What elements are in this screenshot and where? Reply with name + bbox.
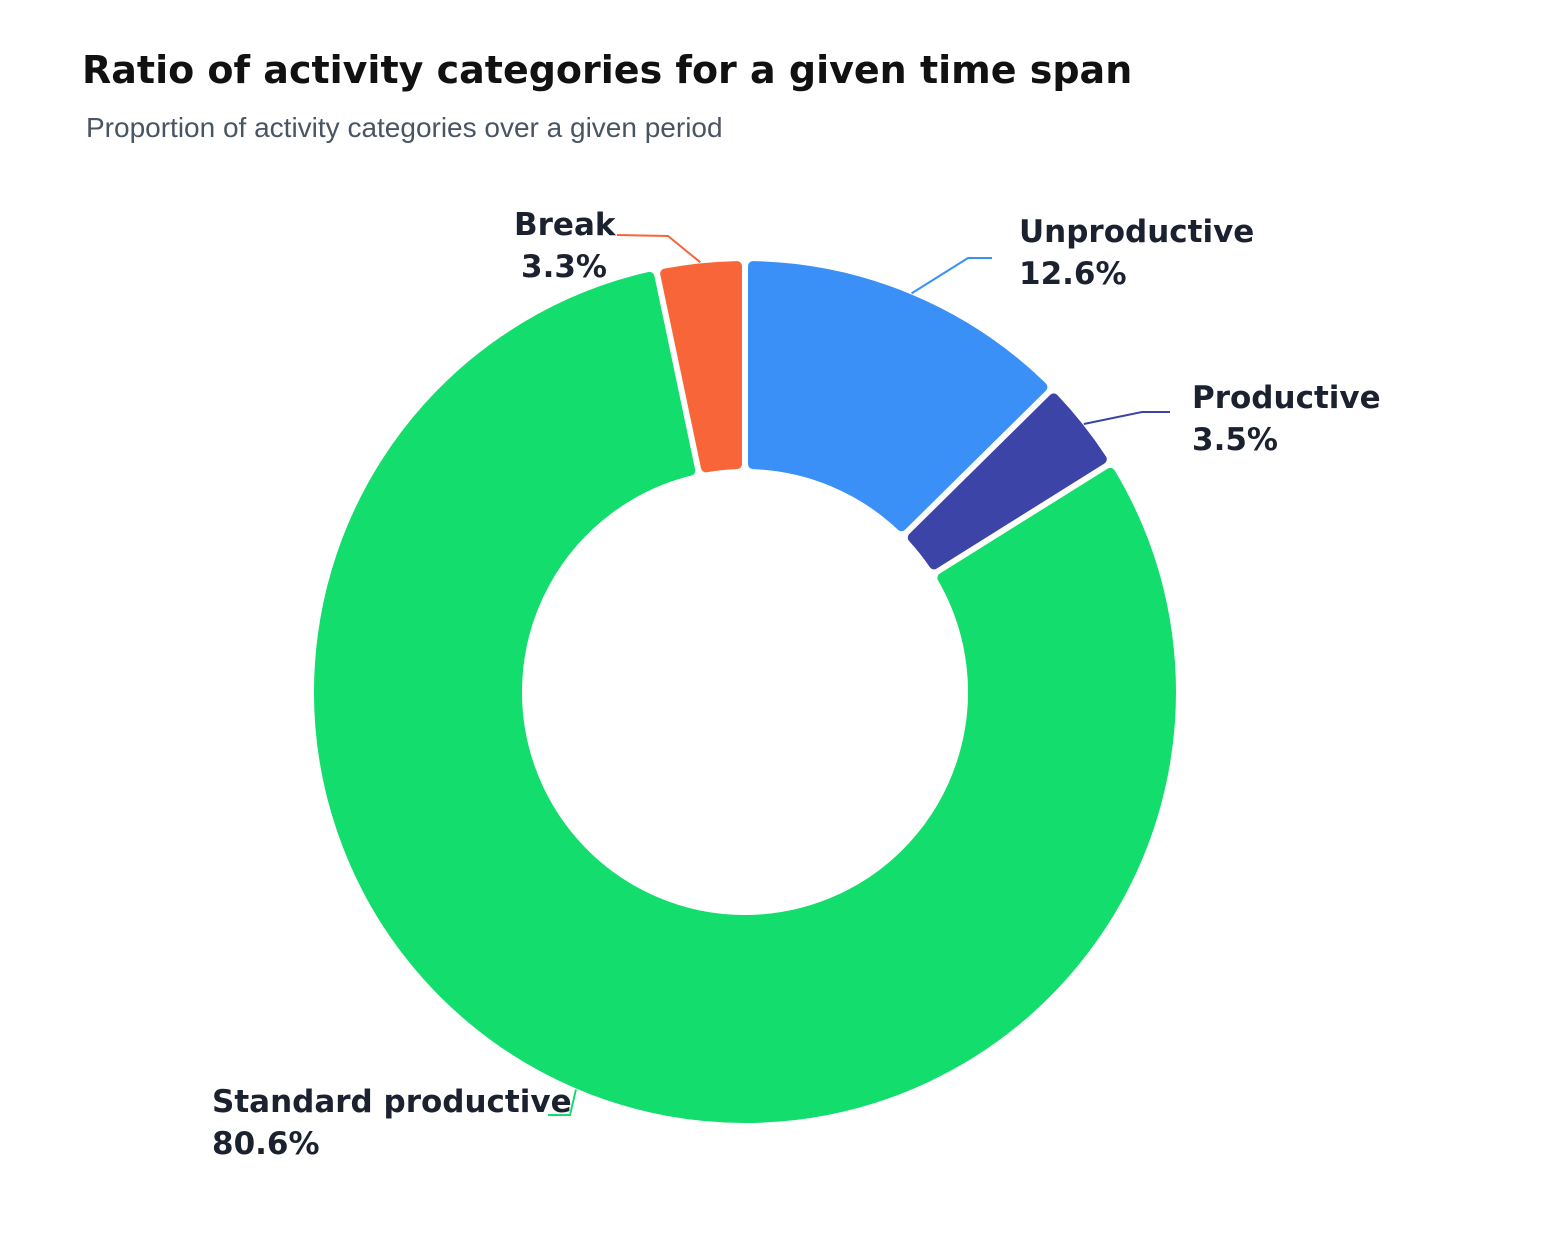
slice-label-unproductive: Unproductive 12.6% bbox=[1019, 214, 1254, 292]
leader-line-break bbox=[616, 234, 701, 264]
slice-name-standard-productive: Standard productive bbox=[212, 1084, 572, 1120]
slice-value-standard-productive: 80.6% bbox=[212, 1126, 320, 1162]
leader-line-productive bbox=[1083, 411, 1170, 425]
label-leader-lines bbox=[548, 234, 1170, 1116]
slice-value-break: 3.3% bbox=[521, 249, 607, 285]
leader-line-standard-productive bbox=[548, 1089, 577, 1116]
slice-name-unproductive: Unproductive bbox=[1019, 214, 1254, 250]
slice-label-standard-productive: Standard productive 80.6% bbox=[212, 1084, 572, 1162]
slice-label-break: Break 3.3% bbox=[514, 207, 617, 285]
slice-value-productive: 3.5% bbox=[1192, 422, 1278, 458]
donut-slices bbox=[314, 261, 1176, 1123]
slice-value-unproductive: 12.6% bbox=[1019, 256, 1127, 292]
chart-subtitle: Proportion of activity categories over a… bbox=[86, 112, 723, 143]
leader-line-unproductive bbox=[911, 257, 992, 295]
slice-standard-productive bbox=[314, 271, 1176, 1123]
slice-break bbox=[660, 261, 743, 473]
slice-productive bbox=[907, 393, 1107, 570]
chart-title: Ratio of activity categories for a given… bbox=[82, 48, 1133, 92]
slice-unproductive bbox=[747, 261, 1048, 532]
slice-name-break: Break bbox=[514, 207, 617, 243]
slice-name-productive: Productive bbox=[1192, 380, 1381, 416]
slice-label-productive: Productive 3.5% bbox=[1192, 380, 1381, 458]
